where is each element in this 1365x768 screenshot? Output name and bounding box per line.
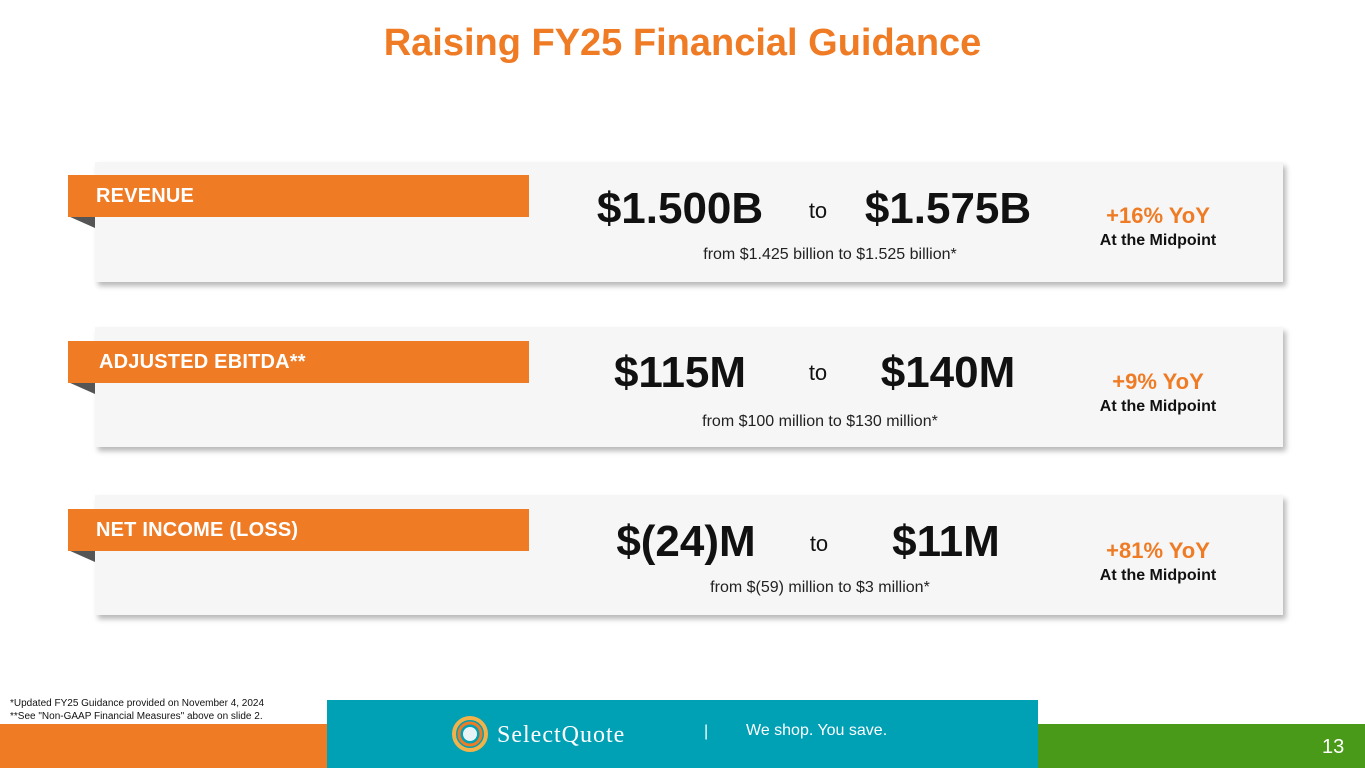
ebitda-to-text: to — [808, 360, 828, 385]
footer-bar-orange — [0, 724, 327, 768]
net-income-midpoint: At the Midpoint — [1099, 567, 1217, 584]
revenue-low-value: $1.500B — [596, 184, 764, 233]
ribbon-fold — [68, 216, 95, 228]
net-income-high-value: $11M — [892, 517, 1000, 566]
footer-bar-green — [1038, 724, 1365, 768]
ribbon-fold — [68, 550, 95, 562]
revenue-midpoint: At the Midpoint — [1099, 232, 1217, 249]
revenue-to-text: to — [808, 198, 828, 223]
net-income-label: NET INCOME (LOSS) — [96, 519, 299, 541]
ebitda-from-text: from $100 million to $130 million* — [702, 413, 938, 430]
footer-separator: | — [704, 723, 709, 740]
ebitda-midpoint: At the Midpoint — [1099, 398, 1217, 415]
revenue-from-text: from $1.425 billion to $1.525 billion* — [703, 246, 957, 263]
net-income-low-value: $(24)M — [616, 517, 756, 566]
ebitda-high-value: $140M — [880, 348, 1016, 397]
net-income-to-text: to — [809, 531, 829, 556]
ebitda-label: ADJUSTED EBITDA** — [99, 351, 306, 373]
net-income-from-text: from $(59) million to $3 million* — [710, 579, 930, 596]
slide-title: Raising FY25 Financial Guidance — [383, 22, 982, 64]
selectquote-logo-text: SelectQuote — [497, 722, 626, 748]
footer-tagline: We shop. You save. — [746, 722, 888, 739]
footer-bar-teal — [327, 700, 1038, 768]
revenue-ribbon: REVENUE — [68, 175, 529, 217]
ebitda-ribbon: ADJUSTED EBITDA** — [68, 341, 529, 383]
ebitda-yoy: +9% YoY — [1112, 369, 1204, 394]
revenue-yoy: +16% YoY — [1106, 203, 1210, 228]
net-income-yoy: +81% YoY — [1106, 538, 1210, 563]
selectquote-logo-icon — [452, 716, 488, 752]
revenue-label: REVENUE — [96, 185, 195, 207]
footnote-guidance: *Updated FY25 Guidance provided on Novem… — [10, 698, 265, 709]
page-number: 13 — [1322, 736, 1345, 758]
footnote-non-gaap: **See "Non-GAAP Financial Measures" abov… — [10, 711, 263, 722]
ribbon-fold — [68, 382, 95, 394]
net-income-ribbon: NET INCOME (LOSS) — [68, 509, 529, 551]
ebitda-low-value: $115M — [613, 348, 747, 397]
revenue-high-value: $1.575B — [864, 184, 1032, 233]
